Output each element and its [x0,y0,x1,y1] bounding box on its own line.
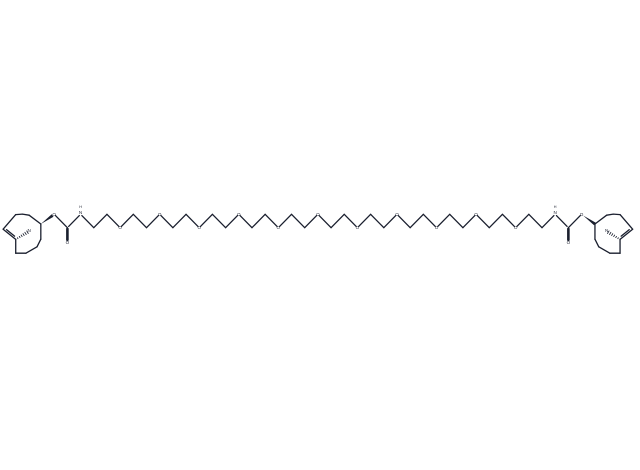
svg-text:O: O [474,212,478,217]
svg-text:N: N [554,210,557,215]
svg-text:O: O [237,212,241,217]
svg-text:O: O [514,225,518,230]
svg-text:O: O [118,225,122,230]
svg-text:N: N [605,228,608,233]
svg-text:O: O [356,225,360,230]
svg-text:O: O [197,225,201,230]
svg-text:O: O [395,212,399,217]
svg-text:N: N [27,228,30,233]
svg-text:O: O [158,212,162,217]
svg-text:O: O [435,225,439,230]
svg-text:O: O [277,225,281,230]
svg-text:O: O [316,212,320,217]
svg-text:O: O [66,240,70,245]
svg-text:H: H [554,205,557,209]
svg-text:H: H [79,205,82,209]
svg-text:O: O [580,212,584,217]
svg-text:N: N [79,210,82,215]
svg-text:O: O [567,240,571,245]
svg-text:O: O [52,212,56,217]
